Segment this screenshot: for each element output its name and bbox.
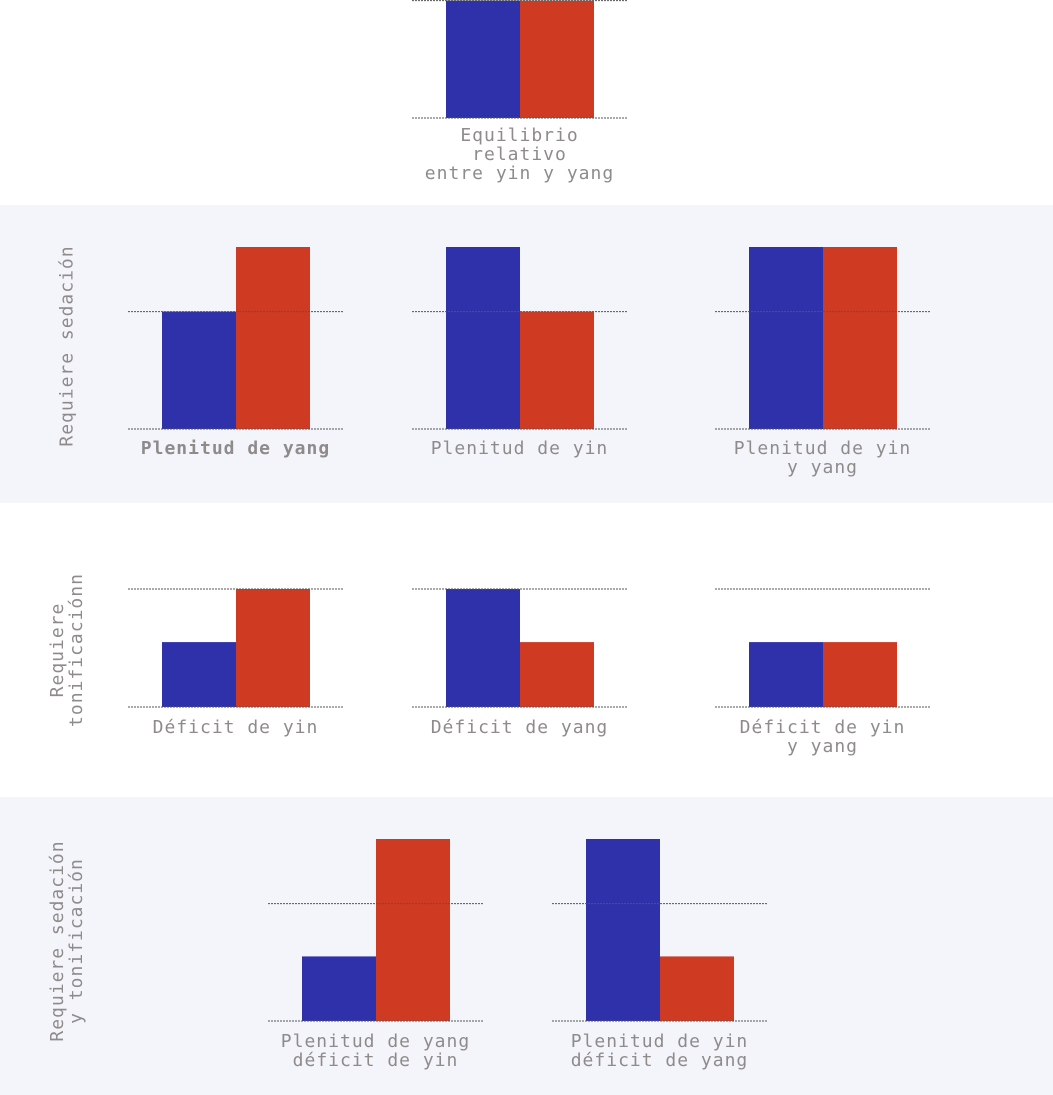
yin-bar — [446, 0, 520, 118]
caption-yang-deficit: Déficit de yang — [430, 717, 609, 738]
bar-chart-yin-fullness — [412, 247, 627, 430]
caption-yin-deficit: Déficit de yin — [152, 717, 319, 738]
caption-yin-fullness-yang-deficit: Plenitud de yin déficit de yang — [570, 1031, 749, 1071]
caption-yang-fullness-yin-deficit: Plenitud de yang déficit de yin — [280, 1031, 471, 1071]
panel-yin-yang-deficit: Déficit de yin y yang — [715, 588, 930, 756]
panel-yin-yang-fullness: Plenitud de yin y yang — [715, 247, 930, 477]
yin-bar — [162, 642, 236, 707]
bar-chart-yang-deficit — [412, 588, 627, 708]
yin-bar — [302, 956, 376, 1021]
bar-chart-yin-deficit — [128, 588, 343, 708]
panel-yin-fullness: Plenitud de yin — [412, 247, 627, 458]
yang-bar — [660, 956, 734, 1021]
yang-bar — [376, 839, 450, 1021]
panel-yang-fullness-yin-deficit: Plenitud de yang déficit de yin — [268, 839, 483, 1070]
panel-yin-fullness-yang-deficit: Plenitud de yin déficit de yang — [552, 839, 767, 1070]
yang-bar — [823, 247, 897, 429]
row-label-sedation: Requiere sedación — [56, 245, 78, 447]
yin-bar — [162, 311, 236, 429]
panel-yang-deficit: Déficit de yang — [412, 588, 627, 737]
yin-bar — [749, 642, 823, 707]
bar-chart-equilibrium — [412, 0, 627, 119]
row-label-sedation-tonification: Requiere sedación y tonificación — [47, 840, 87, 1042]
yang-bar — [520, 0, 594, 118]
yang-bar — [236, 247, 310, 429]
bar-chart-yang-fullness-yin-deficit — [268, 839, 483, 1022]
row-label-tonification: Requiere tonificaciónn — [47, 573, 87, 727]
yang-bar — [236, 589, 310, 707]
yin-bar — [749, 247, 823, 429]
yin-bar — [586, 839, 660, 1021]
bar-chart-yin-yang-deficit — [715, 588, 930, 708]
panel-yin-deficit: Déficit de yin — [128, 588, 343, 737]
caption-yang-fullness: Plenitud de yang — [140, 438, 331, 459]
panel-yang-fullness: Plenitud de yang — [128, 247, 343, 458]
bar-chart-yin-yang-fullness — [715, 247, 930, 430]
bar-chart-yin-fullness-yang-deficit — [552, 839, 767, 1022]
yin-bar — [446, 247, 520, 429]
caption-yin-yang-deficit: Déficit de yin y yang — [739, 717, 906, 757]
caption-yin-yang-fullness: Plenitud de yin y yang — [733, 438, 912, 478]
yang-bar — [520, 311, 594, 429]
caption-yin-fullness: Plenitud de yin — [430, 438, 609, 459]
bar-chart-yang-fullness — [128, 247, 343, 430]
caption-equilibrium: Equilibrio relativo entre yin y yang — [424, 125, 615, 184]
yang-bar — [520, 642, 594, 707]
yin-bar — [446, 589, 520, 707]
yang-bar — [823, 642, 897, 707]
row-band-sedation-tonification — [0, 797, 1053, 1095]
panel-equilibrium: Equilibrio relativo entre yin y yang — [412, 0, 627, 183]
